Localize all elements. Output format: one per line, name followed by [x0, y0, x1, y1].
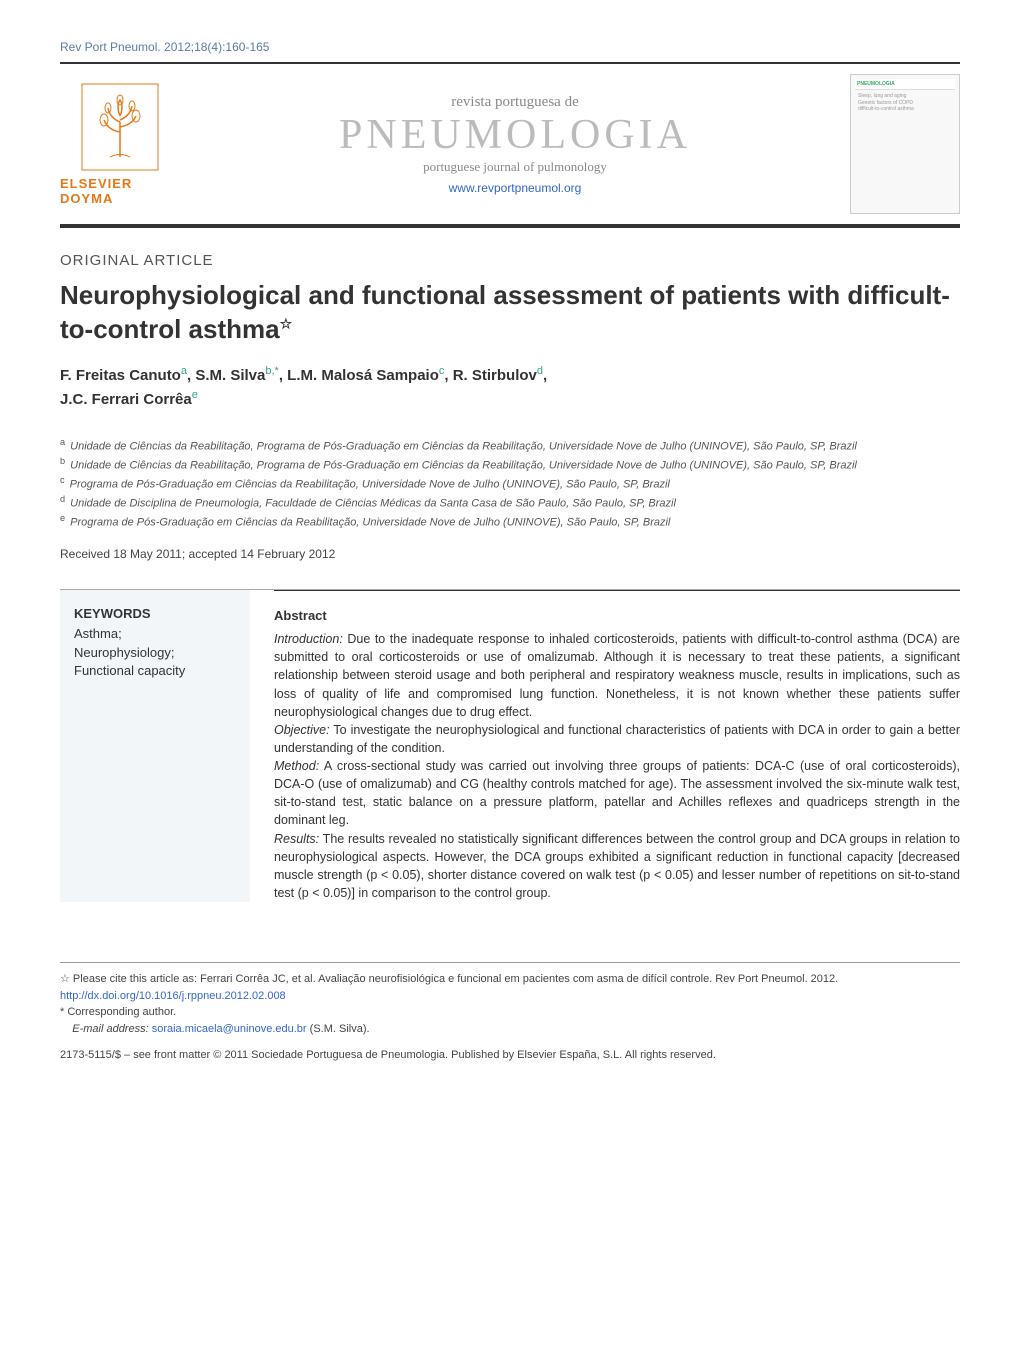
- section-label: Introduction:: [274, 632, 343, 646]
- affiliations: a Unidade de Ciências da Reabilitação, P…: [60, 436, 960, 532]
- cover-line: difficult-to-control asthma: [858, 106, 952, 113]
- author: J.C. Ferrari Corrêa: [60, 391, 192, 408]
- received-accepted-dates: Received 18 May 2011; accepted 14 Februa…: [60, 547, 960, 561]
- abstract-introduction: Introduction: Due to the inadequate resp…: [274, 630, 960, 721]
- section-label: Method:: [274, 759, 319, 773]
- section-label: Results:: [274, 832, 319, 846]
- cite-text: Please cite this article as: Ferrari Cor…: [70, 973, 838, 985]
- abstract-heading: Abstract: [274, 607, 960, 626]
- footnotes: ☆ Please cite this article as: Ferrari C…: [60, 962, 960, 1037]
- publisher-name: ELSEVIER DOYMA: [60, 176, 180, 206]
- affiliation: Unidade de Disciplina de Pneumologia, Fa…: [70, 498, 676, 510]
- email-footnote: E-mail address: soraia.micaela@uninove.e…: [60, 1021, 960, 1038]
- affiliation: Unidade de Ciências da Reabilitação, Pro…: [70, 440, 857, 452]
- email-author: (S.M. Silva).: [307, 1023, 370, 1035]
- affiliation: Programa de Pós-Graduação em Ciências da…: [70, 479, 670, 491]
- cover-thumb-header: PNEUMOLOGIA: [855, 79, 955, 90]
- abstract-results: Results: The results revealed no statist…: [274, 830, 960, 903]
- copyright-line: 2173-5115/$ – see front matter © 2011 So…: [60, 1049, 960, 1061]
- abstract-obj-text: To investigate the neurophysiological an…: [274, 723, 960, 755]
- elsevier-tree-icon: [80, 82, 160, 172]
- cite-footnote: ☆ Please cite this article as: Ferrari C…: [60, 971, 960, 1004]
- section-label: Objective:: [274, 723, 330, 737]
- journal-subtitle-top: revista portuguesa de: [200, 94, 830, 111]
- article-title: Neurophysiological and functional assess…: [60, 279, 960, 347]
- abstract-method-text: A cross-sectional study was carried out …: [274, 759, 960, 827]
- journal-header: ELSEVIER DOYMA revista portuguesa de PNE…: [60, 62, 960, 228]
- authors-list: F. Freitas Canutoa, S.M. Silvab,*, L.M. …: [60, 363, 960, 412]
- author: S.M. Silva: [195, 367, 265, 384]
- journal-subtitle-bottom: portuguese journal of pulmonology: [200, 159, 830, 175]
- abstract-method: Method: A cross-sectional study was carr…: [274, 757, 960, 830]
- footnote-star-icon: ☆: [60, 973, 70, 985]
- author: F. Freitas Canuto: [60, 367, 181, 384]
- abstract-results-text: The results revealed no statistically si…: [274, 832, 960, 900]
- abstract-section: KEYWORDS Asthma; Neurophysiology; Functi…: [60, 589, 960, 902]
- journal-url-link[interactable]: www.revportpneumol.org: [200, 181, 830, 195]
- author-affil-sup: d: [537, 365, 543, 377]
- article-title-text: Neurophysiological and functional assess…: [60, 280, 950, 344]
- author-affil-sup: e: [192, 389, 198, 401]
- journal-title-block: revista portuguesa de PNEUMOLOGIA portug…: [200, 94, 830, 195]
- author: L.M. Malosá Sampaio: [287, 367, 439, 384]
- author-affil-sup: a: [181, 365, 187, 377]
- email-link[interactable]: soraia.micaela@uninove.edu.br: [152, 1023, 307, 1035]
- abstract-objective: Objective: To investigate the neurophysi…: [274, 721, 960, 757]
- journal-reference: Rev Port Pneumol. 2012;18(4):160-165: [60, 40, 960, 54]
- keyword: Asthma;: [74, 625, 236, 643]
- keywords-heading: KEYWORDS: [74, 606, 236, 621]
- abstract-column: Abstract Introduction: Due to the inadeq…: [274, 590, 960, 902]
- email-label: E-mail address:: [72, 1023, 151, 1035]
- affiliation: Unidade de Ciências da Reabilitação, Pro…: [70, 459, 857, 471]
- keyword: Neurophysiology;: [74, 644, 236, 662]
- doi-link[interactable]: http://dx.doi.org/10.1016/j.rppneu.2012.…: [60, 990, 286, 1002]
- journal-main-title: PNEUMOLOGIA: [200, 111, 830, 159]
- author-affil-sup: b,*: [265, 365, 278, 377]
- keyword: Functional capacity: [74, 662, 236, 680]
- journal-cover-thumbnail: PNEUMOLOGIA Sleep, lung and aging Geneti…: [850, 74, 960, 214]
- affiliation: Programa de Pós-Graduação em Ciências da…: [70, 517, 670, 529]
- title-footnote-star-icon: ☆: [280, 315, 293, 331]
- author: R. Stirbulov: [453, 367, 537, 384]
- article-type: ORIGINAL ARTICLE: [60, 252, 960, 269]
- author-affil-sup: c: [439, 365, 445, 377]
- keywords-column: KEYWORDS Asthma; Neurophysiology; Functi…: [60, 590, 250, 902]
- abstract-intro-text: Due to the inadequate response to inhale…: [274, 632, 960, 719]
- publisher-logo: ELSEVIER DOYMA: [60, 82, 180, 206]
- corresponding-author-footnote: * Corresponding author.: [60, 1004, 960, 1021]
